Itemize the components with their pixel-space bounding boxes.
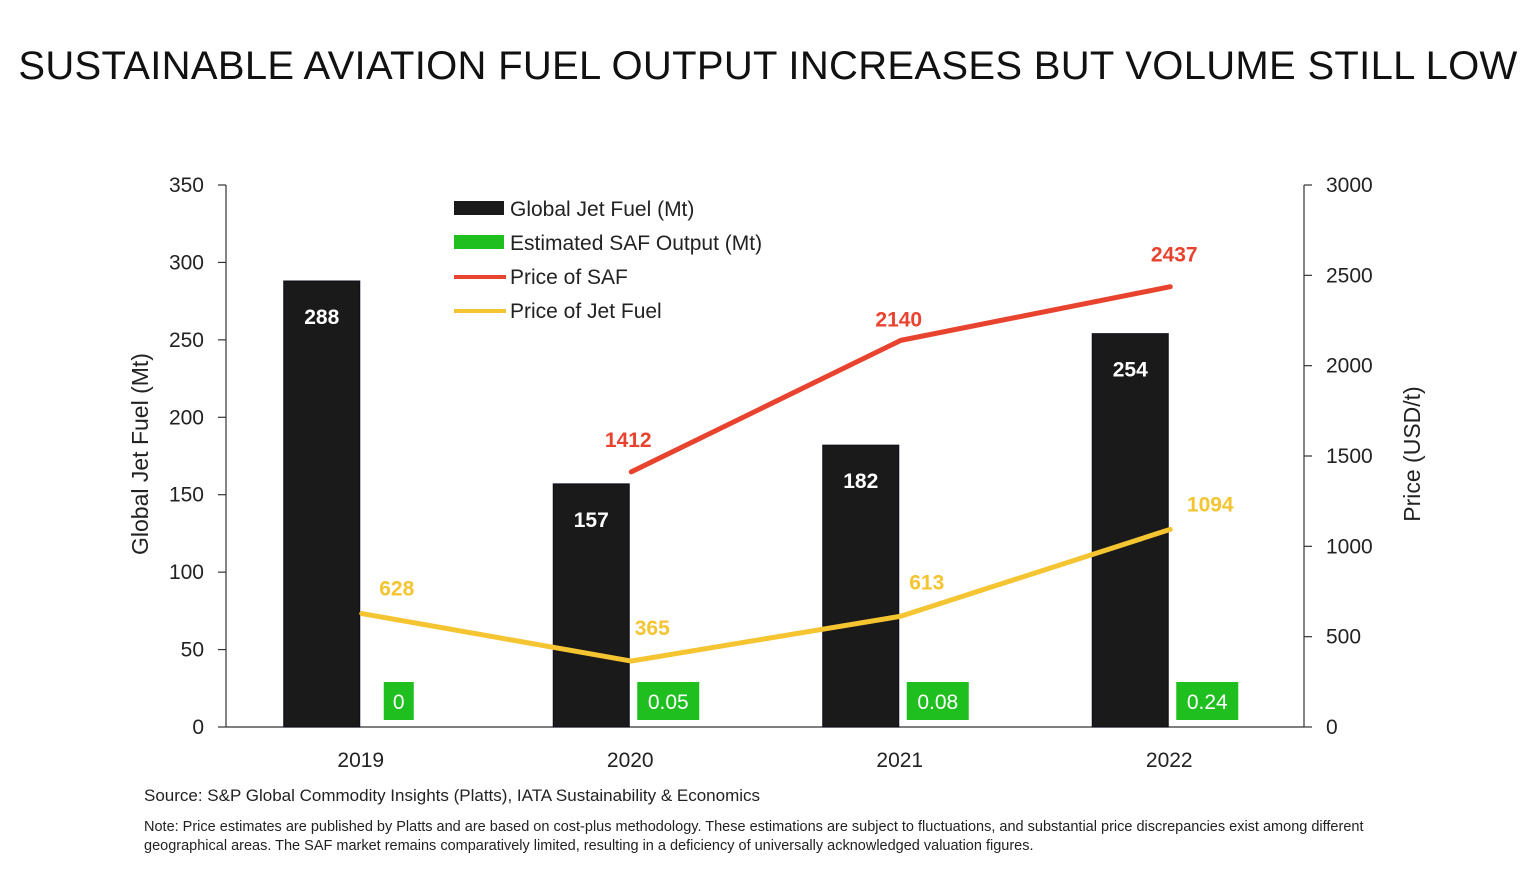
legend-label: Price of SAF <box>510 266 628 289</box>
price-jet-fuel-label: 628 <box>379 578 414 601</box>
saf-output-marker <box>383 682 414 720</box>
jet-fuel-bar-label: 157 <box>574 509 609 532</box>
saf-output-marker <box>637 682 700 720</box>
jet-fuel-bar <box>552 483 630 728</box>
saf-output-label: 0.08 <box>917 691 958 714</box>
price-jet-fuel-line <box>359 526 1173 664</box>
source-note: Source: S&P Global Commodity Insights (P… <box>144 786 761 805</box>
price-saf-line <box>628 284 1173 475</box>
x-tick-label: 2019 <box>337 749 384 772</box>
saf-output-label: 0.24 <box>1187 691 1228 714</box>
x-tick-label: 2020 <box>607 749 654 772</box>
price-saf-label: 2437 <box>1151 244 1198 267</box>
price-jet-fuel-label: 365 <box>635 617 670 640</box>
right-tick-label: 500 <box>1326 626 1361 649</box>
right-tick-label: 0 <box>1326 716 1338 739</box>
price-jet-fuel-label: 613 <box>909 571 944 594</box>
legend-label: Estimated SAF Output (Mt) <box>510 232 762 255</box>
jet-fuel-bar-label: 254 <box>1113 359 1148 382</box>
left-tick-label: 100 <box>169 561 204 584</box>
jet-fuel-bar <box>822 444 900 728</box>
chart-title: SUSTAINABLE AVIATION FUEL OUTPUT INCREAS… <box>18 44 1518 88</box>
saf-output-label: 0.05 <box>648 691 689 714</box>
legend-label: Global Jet Fuel (Mt) <box>510 198 694 221</box>
legend-label: Price of Jet Fuel <box>510 300 662 323</box>
right-tick-label: 2500 <box>1326 264 1373 287</box>
footnote: Note: Price estimates are published by P… <box>144 819 1364 854</box>
right-tick-label: 3000 <box>1326 174 1373 197</box>
jet-fuel-bar-label: 182 <box>843 470 878 493</box>
left-axis-title: Global Jet Fuel (Mt) <box>127 353 153 555</box>
legend-swatch <box>454 235 504 249</box>
left-tick-label: 150 <box>169 484 204 507</box>
price-saf-label: 2140 <box>875 308 922 331</box>
price-jet-fuel-label: 1094 <box>1187 493 1234 516</box>
x-tick-label: 2021 <box>876 749 923 772</box>
saf-output-marker <box>1176 682 1239 720</box>
jet-fuel-bar <box>1091 333 1169 728</box>
price-saf-label: 1412 <box>605 429 652 452</box>
right-tick-label: 2000 <box>1326 355 1373 378</box>
jet-fuel-bar-label: 288 <box>304 306 339 329</box>
right-tick-label: 1500 <box>1326 445 1373 468</box>
x-tick-label: 2022 <box>1146 749 1193 772</box>
jet-fuel-bar <box>283 280 361 728</box>
left-tick-label: 300 <box>169 251 204 274</box>
left-tick-label: 350 <box>169 174 204 197</box>
left-tick-label: 0 <box>192 716 204 739</box>
left-tick-label: 50 <box>181 639 204 662</box>
legend-swatch <box>454 201 504 215</box>
saf-output-marker <box>906 682 969 720</box>
right-axis-title: Price (USD/t) <box>1399 386 1425 521</box>
left-tick-label: 200 <box>169 406 204 429</box>
chart-canvas: 0 50 100 150 200 250 300 350 0 500 1000 1500 2000 250… <box>127 174 1425 772</box>
left-tick-label: 250 <box>169 329 204 352</box>
saf-output-label: 0 <box>393 691 405 714</box>
right-tick-label: 1000 <box>1326 535 1373 558</box>
